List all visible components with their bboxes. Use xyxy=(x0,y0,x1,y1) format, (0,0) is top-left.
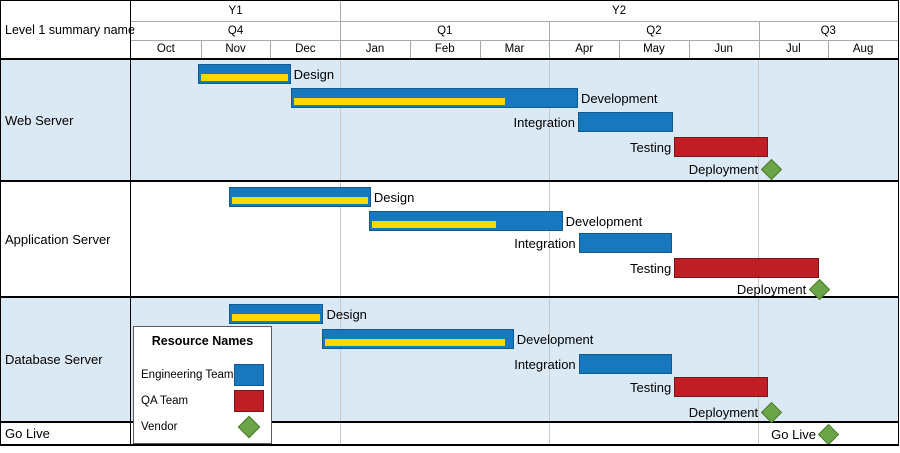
quarter-header-cell: Q1 xyxy=(437,24,453,37)
milestone-label: Deployment xyxy=(736,281,807,297)
red-bar-swatch-icon xyxy=(234,390,264,412)
blue-bar-swatch-icon xyxy=(234,364,264,386)
legend-row: QA Team xyxy=(134,388,271,414)
lane-separator xyxy=(1,58,898,60)
vendor-diamond-swatch-icon xyxy=(237,415,261,439)
legend-row: Vendor xyxy=(134,414,271,440)
lane-separator xyxy=(1,296,898,298)
milestone-diamond[interactable] xyxy=(818,423,840,444)
year-separator xyxy=(340,1,342,21)
month-header-cell: Mar xyxy=(504,43,525,55)
header-rule xyxy=(131,21,898,22)
month-separator xyxy=(619,40,621,58)
task-bar[interactable] xyxy=(578,354,673,374)
lane-label: Go Live xyxy=(5,426,50,441)
task-label: Development xyxy=(580,90,658,106)
legend-items: Engineering Team QA Team Vendor xyxy=(134,362,271,440)
task-bar[interactable] xyxy=(674,258,820,278)
task-label: Design xyxy=(373,189,415,205)
task-label: Integration xyxy=(513,114,575,130)
month-header-cell: Aug xyxy=(852,43,874,55)
milestone-label: Deployment xyxy=(688,404,759,420)
task-label: Development xyxy=(565,213,643,229)
task-label: Design xyxy=(326,306,367,322)
quarter-header-cell: Q3 xyxy=(820,24,836,37)
task-bar[interactable] xyxy=(228,304,324,324)
task-label: Testing xyxy=(629,260,672,276)
task-bar[interactable] xyxy=(290,88,578,108)
quarter-separator xyxy=(758,21,760,40)
lane-separator xyxy=(1,421,898,423)
task-bar[interactable] xyxy=(322,329,514,349)
task-progress-indicator xyxy=(200,74,288,81)
header-rule xyxy=(131,40,898,41)
lane-separator xyxy=(1,180,898,182)
quarter-separator xyxy=(340,21,342,40)
task-bar[interactable] xyxy=(197,64,291,84)
month-header-cell: Oct xyxy=(156,43,175,55)
month-separator xyxy=(549,40,551,58)
task-label: Design xyxy=(293,66,335,82)
summary-column-header: Level 1 summary name xyxy=(5,22,135,37)
quarter-header-cell: Q2 xyxy=(646,24,662,37)
month-header-cell: Jun xyxy=(714,43,733,55)
month-header-cell: Jan xyxy=(365,43,385,55)
quarter-gridline xyxy=(339,59,341,444)
year-header-cell: Y1 xyxy=(228,5,243,17)
month-separator xyxy=(270,40,272,58)
task-label: Integration xyxy=(514,356,576,372)
task-bar[interactable] xyxy=(228,187,371,207)
task-label: Testing xyxy=(629,379,672,395)
label-column-divider xyxy=(129,1,131,444)
quarter-gridline xyxy=(758,59,760,444)
task-bar[interactable] xyxy=(578,233,673,253)
month-header-cell: May xyxy=(643,43,665,55)
milestone-label: Deployment xyxy=(688,161,759,177)
task-label: Testing xyxy=(629,139,672,155)
lane-label: Web Server xyxy=(5,112,74,128)
month-header-cell: Nov xyxy=(225,43,246,55)
year-header-cell: Y2 xyxy=(612,5,627,17)
quarter-gridline xyxy=(548,59,550,444)
legend-row: Engineering Team xyxy=(134,362,271,388)
lane-background xyxy=(1,60,898,180)
task-progress-indicator xyxy=(325,339,506,346)
month-separator xyxy=(409,40,411,58)
task-progress-indicator xyxy=(231,314,321,321)
task-bar[interactable] xyxy=(674,377,769,397)
quarter-header-cell: Q4 xyxy=(227,24,244,37)
legend-item-label: Engineering Team xyxy=(141,369,234,381)
quarter-separator xyxy=(549,21,551,40)
legend-item-label: QA Team xyxy=(141,395,189,407)
task-progress-indicator xyxy=(231,197,368,204)
month-separator xyxy=(828,40,830,58)
month-separator xyxy=(340,40,342,58)
task-progress-indicator xyxy=(293,98,505,105)
month-separator xyxy=(479,40,481,58)
month-separator xyxy=(758,40,760,58)
month-header-cell: Apr xyxy=(575,43,594,55)
task-label: Integration xyxy=(514,235,576,251)
task-bar[interactable] xyxy=(369,211,563,231)
milestone-label: Go Live xyxy=(771,426,816,442)
month-separator xyxy=(200,40,202,58)
lane-label: Database Server xyxy=(5,352,103,367)
task-bar[interactable] xyxy=(577,112,673,132)
diamond-icon xyxy=(237,415,261,439)
month-separator xyxy=(688,40,690,58)
month-header-cell: Jul xyxy=(786,43,801,55)
lane-label: Application Server xyxy=(5,231,111,247)
month-header-cell: Dec xyxy=(295,43,316,55)
month-header-cell: Feb xyxy=(434,43,455,55)
legend-item-label: Vendor xyxy=(141,421,178,433)
task-progress-indicator xyxy=(372,221,496,228)
legend-title: Resource Names xyxy=(151,334,254,348)
legend[interactable]: Resource Names Engineering Team QA Team Ven… xyxy=(133,326,272,444)
task-bar[interactable] xyxy=(674,137,769,157)
task-label: Development xyxy=(516,331,594,347)
